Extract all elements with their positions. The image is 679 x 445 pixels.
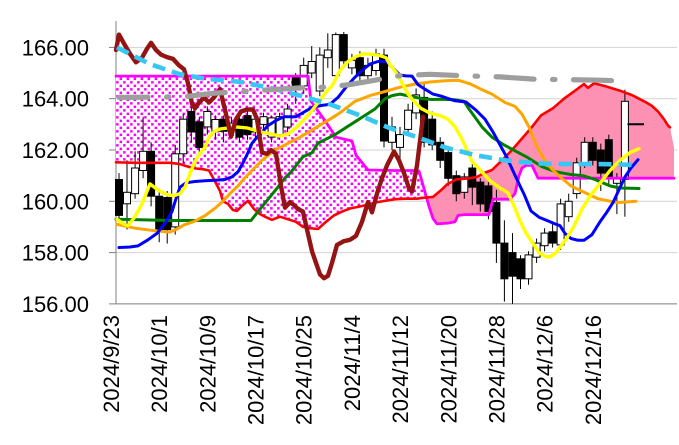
svg-text:2024/12/16: 2024/12/16 <box>581 315 606 425</box>
svg-text:2024/10/25: 2024/10/25 <box>292 315 317 425</box>
svg-text:2024/10/9: 2024/10/9 <box>195 315 220 413</box>
svg-text:160.00: 160.00 <box>22 189 89 214</box>
svg-text:2024/12/6: 2024/12/6 <box>533 315 558 413</box>
svg-text:2024/11/28: 2024/11/28 <box>484 315 509 423</box>
svg-text:2024/10/1: 2024/10/1 <box>147 315 172 413</box>
svg-text:2024/10/17: 2024/10/17 <box>244 315 269 425</box>
svg-text:2024/11/12: 2024/11/12 <box>388 315 413 423</box>
svg-text:158.00: 158.00 <box>22 241 89 266</box>
svg-text:2024/9/23: 2024/9/23 <box>99 315 124 413</box>
svg-text:166.00: 166.00 <box>22 35 89 60</box>
svg-text:162.00: 162.00 <box>22 138 89 163</box>
svg-text:2024/11/20: 2024/11/20 <box>436 315 461 423</box>
svg-text:2024/11/4: 2024/11/4 <box>340 315 365 411</box>
svg-text:164.00: 164.00 <box>22 87 89 112</box>
svg-text:156.00: 156.00 <box>22 292 89 317</box>
